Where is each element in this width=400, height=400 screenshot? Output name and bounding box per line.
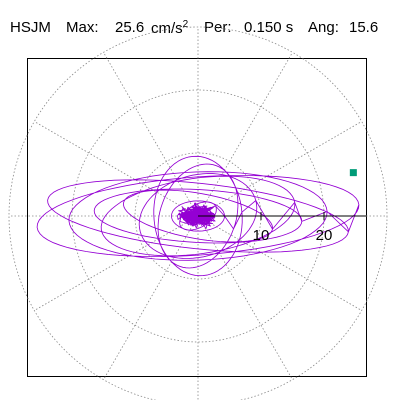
station-code: HSJM <box>10 19 51 36</box>
grid-ring <box>8 26 388 400</box>
angle-value: 15.6 <box>349 19 379 36</box>
motion-trace <box>36 155 360 277</box>
chart-title: HSJM Max: 25.6 cm/s2 Per: 0.150 s Ang: 1… <box>0 0 400 50</box>
max-unit-exponent: 2 <box>182 19 189 30</box>
period-value: 0.150 s <box>244 19 294 36</box>
max-label: Max: <box>66 19 99 36</box>
radial-axis: 10 20 <box>198 212 366 244</box>
grid-spoke <box>34 121 199 217</box>
max-unit-text: cm/s <box>151 20 183 37</box>
grid-spoke <box>197 121 362 217</box>
radial-tick-label: 20 <box>316 227 333 244</box>
grid-spoke <box>197 215 362 311</box>
motion-trace-path <box>36 155 360 277</box>
period-label: Per: <box>204 19 232 36</box>
radial-tick-label: 10 <box>253 227 270 244</box>
max-marker <box>349 169 357 177</box>
angle-label: Ang: <box>308 19 339 36</box>
plot-frame <box>27 58 367 377</box>
grid-spoke <box>34 215 199 311</box>
grid-spoke <box>103 215 199 380</box>
max-unit: cm/s2 <box>151 19 188 37</box>
grid-spoke <box>197 52 293 217</box>
max-marker-group <box>349 169 357 177</box>
max-value: 25.6 <box>115 19 145 36</box>
